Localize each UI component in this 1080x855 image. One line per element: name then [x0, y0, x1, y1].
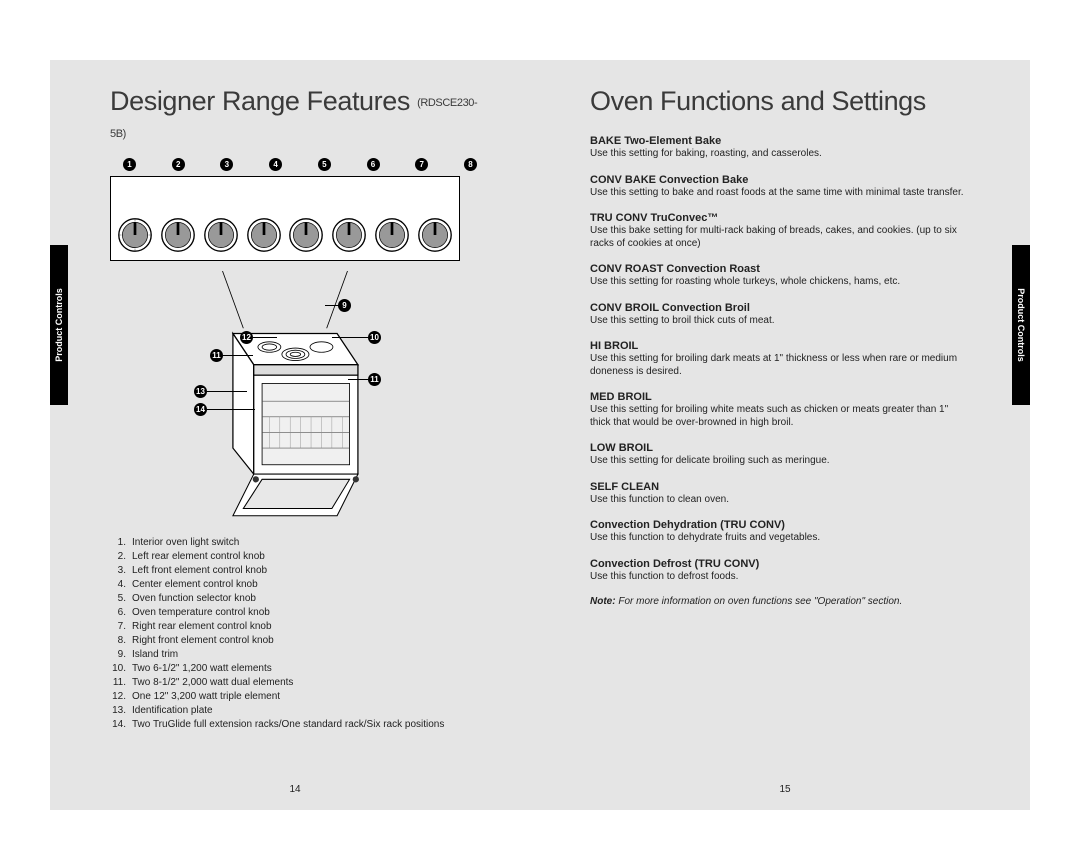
callout-1: 1 [123, 158, 136, 171]
callout-11b: 11 [368, 373, 381, 386]
function-item: CONV BROIL Convection BroilUse this sett… [590, 302, 970, 328]
callout-line [332, 337, 368, 338]
function-item: MED BROILUse this setting for broiling w… [590, 391, 970, 429]
oven-diagram: 9 10 11 12 11 13 14 [110, 271, 460, 526]
callout-11: 11 [210, 349, 223, 362]
function-item: BAKE Two-Element BakeUse this setting fo… [590, 135, 970, 161]
legend-item: 9.Island trim [110, 648, 490, 662]
legend-item: 14.Two TruGlide full extension racks/One… [110, 718, 490, 732]
callout-6: 6 [367, 158, 380, 171]
knob-row [117, 217, 453, 253]
right-page: Oven Functions and Settings BAKE Two-Ele… [540, 60, 1030, 810]
legend-item: 3.Left front element control knob [110, 564, 490, 578]
knob-2 [160, 217, 196, 253]
right-page-title: Oven Functions and Settings [590, 86, 970, 117]
legend-item: 1.Interior oven light switch [110, 536, 490, 550]
callout-8: 8 [464, 158, 477, 171]
callout-line [207, 409, 255, 410]
callout-13: 13 [194, 385, 207, 398]
legend-item: 6.Oven temperature control knob [110, 606, 490, 620]
callout-3: 3 [220, 158, 233, 171]
page-spread: Designer Range Features (RDSCE230-5B) 1 … [50, 60, 1030, 810]
legend-item: 11.Two 8-1/2" 2,000 watt dual elements [110, 676, 490, 690]
function-item: SELF CLEANUse this function to clean ove… [590, 481, 970, 507]
function-item: CONV ROAST Convection RoastUse this sett… [590, 263, 970, 289]
legend-item: 12.One 12" 3,200 watt triple element [110, 690, 490, 704]
oven-illustration [180, 271, 390, 521]
legend-item: 7.Right rear element control knob [110, 620, 490, 634]
knob-5 [288, 217, 324, 253]
legend-item: 4.Center element control knob [110, 578, 490, 592]
knob-4 [246, 217, 282, 253]
callout-line [253, 337, 277, 338]
function-item: TRU CONV TruConvec™Use this bake setting… [590, 212, 970, 250]
callout-line [223, 355, 253, 356]
callout-14: 14 [194, 403, 207, 416]
page-number-left: 14 [289, 784, 300, 795]
legend-item: 8.Right front element control knob [110, 634, 490, 648]
legend-item: 13.Identification plate [110, 704, 490, 718]
function-item: LOW BROILUse this setting for delicate b… [590, 442, 970, 468]
left-page-title: Designer Range Features (RDSCE230-5B) [110, 86, 490, 148]
legend-item: 10.Two 6-1/2" 1,200 watt elements [110, 662, 490, 676]
callout-4: 4 [269, 158, 282, 171]
knob-1 [117, 217, 153, 253]
note-block: Note: For more information on oven funct… [590, 596, 970, 607]
knob-3 [203, 217, 239, 253]
left-title-text: Designer Range Features [110, 86, 410, 116]
callout-10: 10 [368, 331, 381, 344]
callout-2: 2 [172, 158, 185, 171]
function-item: Convection Dehydration (TRU CONV)Use thi… [590, 519, 970, 545]
knob-7 [374, 217, 410, 253]
callout-12: 12 [240, 331, 253, 344]
note-text: For more information on oven functions s… [618, 596, 902, 607]
legend-item: 2.Left rear element control knob [110, 550, 490, 564]
left-page: Designer Range Features (RDSCE230-5B) 1 … [50, 60, 540, 810]
page-number-right: 15 [779, 784, 790, 795]
callout-7: 7 [415, 158, 428, 171]
function-item: CONV BAKE Convection BakeUse this settin… [590, 174, 970, 200]
function-item: HI BROILUse this setting for broiling da… [590, 340, 970, 378]
legend-list: 1.Interior oven light switch 2.Left rear… [110, 536, 490, 732]
legend-item: 5.Oven function selector knob [110, 592, 490, 606]
callout-line [348, 379, 368, 380]
function-item: Convection Defrost (TRU CONV)Use this fu… [590, 558, 970, 584]
knob-6 [331, 217, 367, 253]
control-panel [110, 176, 460, 261]
function-list: BAKE Two-Element BakeUse this setting fo… [590, 135, 970, 607]
tick-row [117, 201, 453, 211]
knob-callout-row: 1 2 3 4 5 6 7 8 [110, 158, 490, 171]
knob-8 [417, 217, 453, 253]
note-label: Note: [590, 596, 616, 607]
callout-9: 9 [338, 299, 351, 312]
callout-5: 5 [318, 158, 331, 171]
control-panel-wrapper: 1 2 3 4 5 6 7 8 [110, 176, 490, 261]
callout-line [325, 305, 339, 306]
callout-line [207, 391, 247, 392]
